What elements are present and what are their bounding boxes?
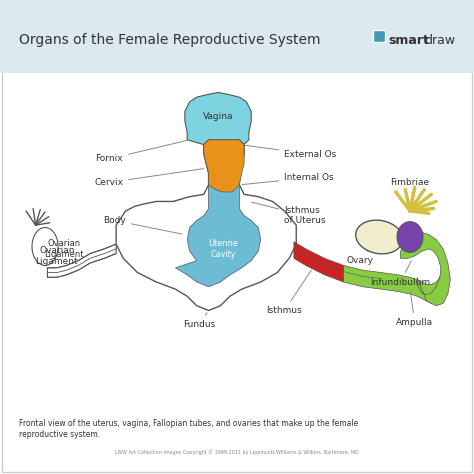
Text: Body: Body <box>103 216 182 234</box>
Text: Ampulla: Ampulla <box>396 292 433 327</box>
Text: Infundibulum: Infundibulum <box>371 261 430 287</box>
Text: External Os: External Os <box>242 145 337 158</box>
Text: Frontal view of the uterus, vagina, Fallopian tubes, and ovaries that make up th: Frontal view of the uterus, vagina, Fall… <box>19 419 358 439</box>
Ellipse shape <box>397 222 423 252</box>
Text: Isthmus
of Uterus: Isthmus of Uterus <box>252 202 326 225</box>
Text: Ovarian
Ligament: Ovarian Ligament <box>36 246 78 265</box>
Text: Ovarian
Ligament: Ovarian Ligament <box>44 239 84 258</box>
Polygon shape <box>47 244 116 277</box>
Polygon shape <box>401 232 450 306</box>
Text: Cervix: Cervix <box>94 169 203 187</box>
Ellipse shape <box>32 228 58 265</box>
Polygon shape <box>116 140 296 310</box>
Polygon shape <box>204 140 244 192</box>
Polygon shape <box>344 265 441 303</box>
Text: smart: smart <box>389 34 429 47</box>
Text: Isthmus: Isthmus <box>266 270 311 315</box>
Polygon shape <box>185 92 251 145</box>
Text: Internal Os: Internal Os <box>242 173 334 184</box>
Text: Ovary: Ovary <box>347 239 377 265</box>
Ellipse shape <box>356 220 403 254</box>
Text: Fundus: Fundus <box>183 313 215 329</box>
Text: Fimbriae: Fimbriae <box>391 178 429 203</box>
Text: Fornix: Fornix <box>96 140 187 163</box>
Text: LWW Art Collection Images Copyright © 1999-2011 by Lippincott Williams & Wilkins: LWW Art Collection Images Copyright © 19… <box>115 449 359 455</box>
Text: Vagina: Vagina <box>203 112 233 120</box>
Polygon shape <box>294 242 344 282</box>
Text: Uterine
Cavity: Uterine Cavity <box>208 239 237 258</box>
Text: Organs of the Female Reproductive System: Organs of the Female Reproductive System <box>19 33 320 47</box>
Polygon shape <box>175 140 261 287</box>
Text: draw: draw <box>424 34 456 47</box>
